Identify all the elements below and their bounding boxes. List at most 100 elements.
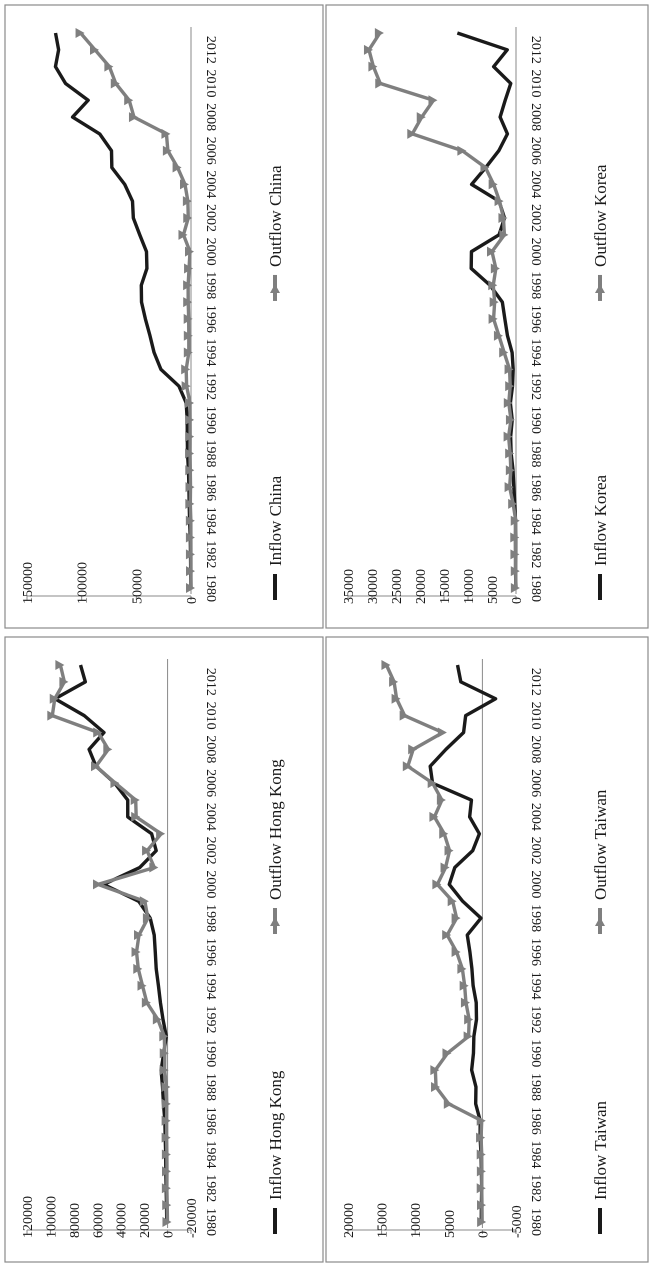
data-point-marker [183,347,193,358]
chart-panel-taiwan: -5000 0 5000 10000 15000 20000 1980 1982 1984 198… [325,636,649,1263]
y-tick-label: 0 [185,597,200,604]
data-point-marker [185,448,195,459]
legend-marker [270,283,280,293]
x-tick-label: 1994 [528,339,543,367]
data-point-marker [402,761,412,772]
data-point-marker [408,744,418,755]
x-tick-label: 1998 [528,904,543,932]
x-tick-label: 1984 [528,1140,543,1168]
x-tick-label: 1982 [528,540,543,568]
data-point-marker [130,795,140,806]
y-tick-label: 30000 [366,569,381,604]
data-point-marker [179,179,189,190]
y-tick-label: 0 [476,1231,491,1238]
data-point-marker [442,930,452,941]
data-point-marker [162,1200,172,1211]
data-point-marker [161,1166,171,1177]
legend-label-inflow: Inflow China [266,475,285,566]
data-point-marker [161,1149,171,1160]
panel-frame [325,636,649,1263]
data-point-marker [436,795,446,806]
y-tick-label: 100000 [76,562,91,604]
data-point-marker [161,1081,171,1092]
x-tick-label: 1994 [203,972,218,1000]
data-point-marker [133,930,143,941]
x-tick-label: 2010 [203,69,218,97]
x-tick-label: 2000 [203,870,218,898]
legend-label-outflow: Outflow Hong Kong [266,759,285,900]
legend-marker [595,283,605,293]
data-point-marker [181,381,191,392]
x-tick-label: 2002 [203,837,218,865]
data-point-marker [447,896,457,907]
x-tick-label: 1988 [203,439,218,467]
x-tick-label: 2012 [528,36,543,64]
data-point-marker [124,95,134,106]
x-tick-label: 2006 [203,137,218,165]
data-point-marker [185,482,195,493]
data-point-marker [142,913,152,924]
data-point-marker [139,896,149,907]
data-point-marker [185,431,195,442]
data-point-marker [184,246,194,257]
x-tick-label: 2012 [203,36,218,64]
x-tick-label: 1996 [203,305,218,333]
y-tick-label: 50000 [130,569,145,604]
data-point-marker [185,414,195,425]
data-point-marker [463,1031,473,1042]
data-point-marker [131,811,141,822]
data-point-marker [103,744,113,755]
data-point-marker [184,263,194,274]
data-point-marker [476,1200,486,1211]
y-tick-label: 5000 [486,576,501,604]
x-tick-label: 1992 [528,1005,543,1033]
y-tick-label: 0 [162,1231,177,1238]
data-point-marker [161,1132,171,1143]
data-point-marker [490,263,500,274]
x-tick-label: 1986 [203,1107,218,1135]
x-tick-label: 2010 [528,69,543,97]
data-point-marker [443,1098,453,1109]
x-tick-label: 1996 [528,938,543,966]
data-point-marker [185,549,195,560]
x-tick-label: 1984 [203,507,218,535]
data-point-marker [185,465,195,476]
data-point-marker [428,95,438,106]
data-point-marker [90,761,100,772]
x-tick-label: 1996 [203,938,218,966]
y-tick-label: -5000 [510,1205,525,1238]
x-tick-label: 1980 [528,1208,543,1236]
x-tick-label: 2002 [528,837,543,865]
data-point-marker [431,1081,441,1092]
x-tick-label: 1990 [528,1039,543,1067]
x-tick-label: 1990 [203,1039,218,1067]
data-point-marker [374,28,384,38]
data-point-marker [505,414,515,425]
data-point-marker [493,330,503,341]
x-tick-label: 2004 [528,170,543,198]
x-tick-label: 2008 [528,103,543,131]
data-point-marker [476,1183,486,1194]
x-tick-label: 1980 [203,1208,218,1236]
y-tick-label: 15000 [438,569,453,604]
data-point-marker [90,44,100,55]
x-tick-label: 2000 [528,238,543,266]
data-point-marker [92,879,102,890]
data-point-marker [416,112,426,123]
data-point-marker [432,879,442,890]
x-tick-label: 1990 [528,406,543,434]
x-tick-label: 1982 [203,540,218,568]
data-point-marker [183,213,193,223]
y-tick-label: 35000 [342,569,357,604]
x-tick-label: 1998 [528,271,543,299]
x-tick-label: 1992 [203,1005,218,1033]
data-point-marker [381,660,391,670]
data-point-marker [183,297,193,308]
data-point-marker [75,28,85,38]
data-point-marker [93,727,103,738]
y-tick-label: 10000 [409,1203,424,1238]
y-tick-label: 0 [510,597,525,604]
data-point-marker [464,1014,474,1025]
y-tick-label: 20000 [342,1203,357,1238]
data-point-marker [133,963,143,974]
